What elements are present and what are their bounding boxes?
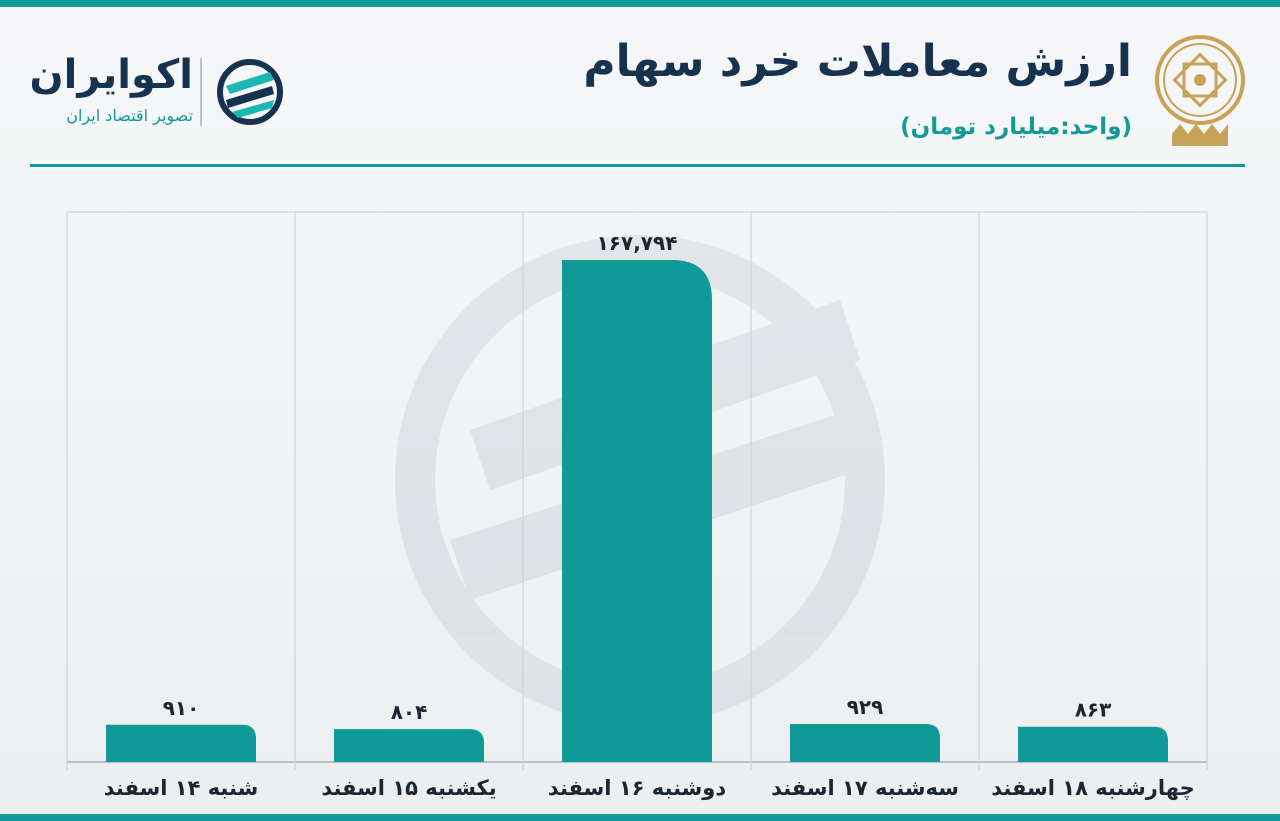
brand-logo[interactable]: اکوایران تصویر اقتصاد ایران bbox=[29, 52, 285, 132]
data-label: ۱۶۷,۷۹۴ bbox=[597, 231, 678, 255]
x-tick-label: چهارشنبه ۱۸ اسفند bbox=[991, 776, 1194, 800]
exchange-emblem-icon bbox=[1155, 35, 1245, 146]
brand-divider bbox=[200, 58, 202, 126]
brand-mark-icon bbox=[217, 59, 283, 125]
x-tick-label: دوشنبه ۱۶ اسفند bbox=[548, 776, 727, 800]
bar bbox=[334, 729, 484, 762]
data-label: ۹۱۰ bbox=[163, 696, 200, 720]
top-border bbox=[0, 0, 1280, 7]
chart-title: ارزش معاملات خرد سهام bbox=[583, 36, 1132, 87]
bar bbox=[562, 260, 712, 762]
x-tick-label: یکشنبه ۱۵ اسفند bbox=[321, 776, 496, 800]
header-divider bbox=[30, 164, 1245, 167]
bar bbox=[1018, 726, 1168, 762]
x-tick-label: شنبه ۱۴ اسفند bbox=[104, 776, 258, 800]
brand-name: اکوایران bbox=[29, 52, 193, 98]
bottom-border bbox=[0, 814, 1280, 821]
data-label: ۸۰۴ bbox=[391, 700, 428, 724]
brand-tagline: تصویر اقتصاد ایران bbox=[66, 106, 193, 125]
bar bbox=[790, 724, 940, 762]
bar bbox=[106, 724, 256, 762]
data-label: ۸۶۳ bbox=[1075, 698, 1112, 722]
chart-unit-subtitle: (واحد:میلیارد تومان) bbox=[900, 114, 1132, 140]
x-tick-label: سه‌شنبه ۱۷ اسفند bbox=[771, 776, 959, 800]
data-label: ۹۲۹ bbox=[847, 695, 884, 719]
